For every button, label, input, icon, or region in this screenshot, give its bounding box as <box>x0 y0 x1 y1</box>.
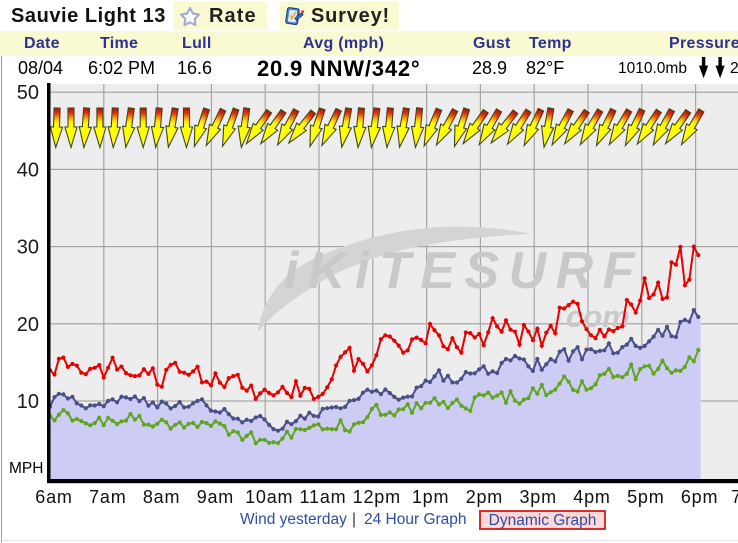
svg-text:2pm: 2pm <box>466 487 503 507</box>
svg-text:iKiTESURF: iKiTESURF <box>284 242 644 300</box>
svg-text:6pm: 6pm <box>681 487 718 507</box>
svg-text:12pm: 12pm <box>353 487 401 507</box>
svg-text:3pm: 3pm <box>519 487 556 507</box>
svg-text:30: 30 <box>17 237 39 259</box>
svg-text:40: 40 <box>17 159 39 181</box>
svg-text:10am: 10am <box>245 487 293 507</box>
svg-text:5pm: 5pm <box>627 487 664 507</box>
svg-text:11am: 11am <box>300 487 347 507</box>
svg-text:50: 50 <box>17 82 39 104</box>
svg-text:7am: 7am <box>89 487 126 507</box>
svg-text:7pm: 7pm <box>731 487 738 507</box>
svg-text:6am: 6am <box>35 487 72 507</box>
svg-text:8am: 8am <box>143 487 180 507</box>
svg-text:10: 10 <box>17 391 39 413</box>
svg-text:9am: 9am <box>197 487 234 507</box>
svg-text:20: 20 <box>17 314 39 336</box>
svg-text:4pm: 4pm <box>573 487 610 507</box>
svg-text:MPH: MPH <box>9 460 43 477</box>
svg-text:1pm: 1pm <box>412 487 449 507</box>
